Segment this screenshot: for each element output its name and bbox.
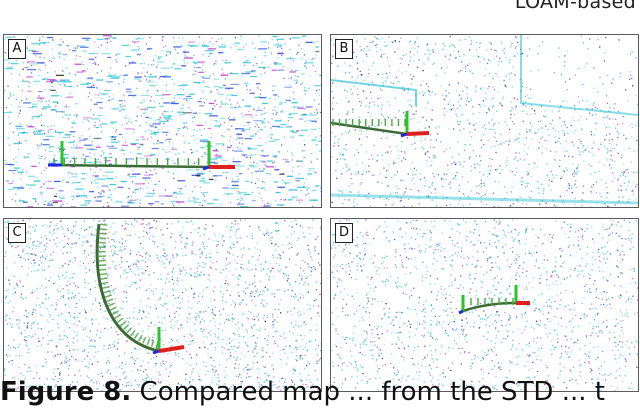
panel-b: B [330, 34, 639, 208]
figure-label: Figure 8. [0, 377, 132, 407]
panel-a: A [3, 34, 322, 208]
axis-blue-a2 [202, 165, 210, 171]
trajectory-d [458, 285, 530, 315]
axis-blue-d1 [458, 309, 464, 315]
trajectory-b [331, 111, 430, 138]
axis-red-c [158, 345, 185, 353]
panel-d: D [330, 218, 639, 392]
panel-c: C [3, 218, 322, 392]
point-cloud-b [331, 35, 638, 207]
axis-blue-c [152, 349, 160, 355]
axis-blue-b [400, 132, 408, 138]
header-text: LOAM-based [514, 0, 636, 13]
trajectory-c [95, 223, 185, 355]
point-cloud-c [4, 219, 321, 391]
point-cloud-d [331, 219, 638, 391]
figure-caption: Figure 8. Compared map ... from the STD … [0, 377, 605, 407]
axis-red-b [406, 131, 430, 136]
panel-label-a: A [8, 39, 26, 59]
point-cloud-a [4, 35, 321, 207]
panel-label-d: D [335, 223, 353, 243]
panel-label-c: C [8, 223, 26, 243]
caption-text: Compared map ... from the STD ... t [139, 377, 605, 407]
panel-label-b: B [335, 39, 353, 59]
trajectory-a [48, 141, 235, 171]
